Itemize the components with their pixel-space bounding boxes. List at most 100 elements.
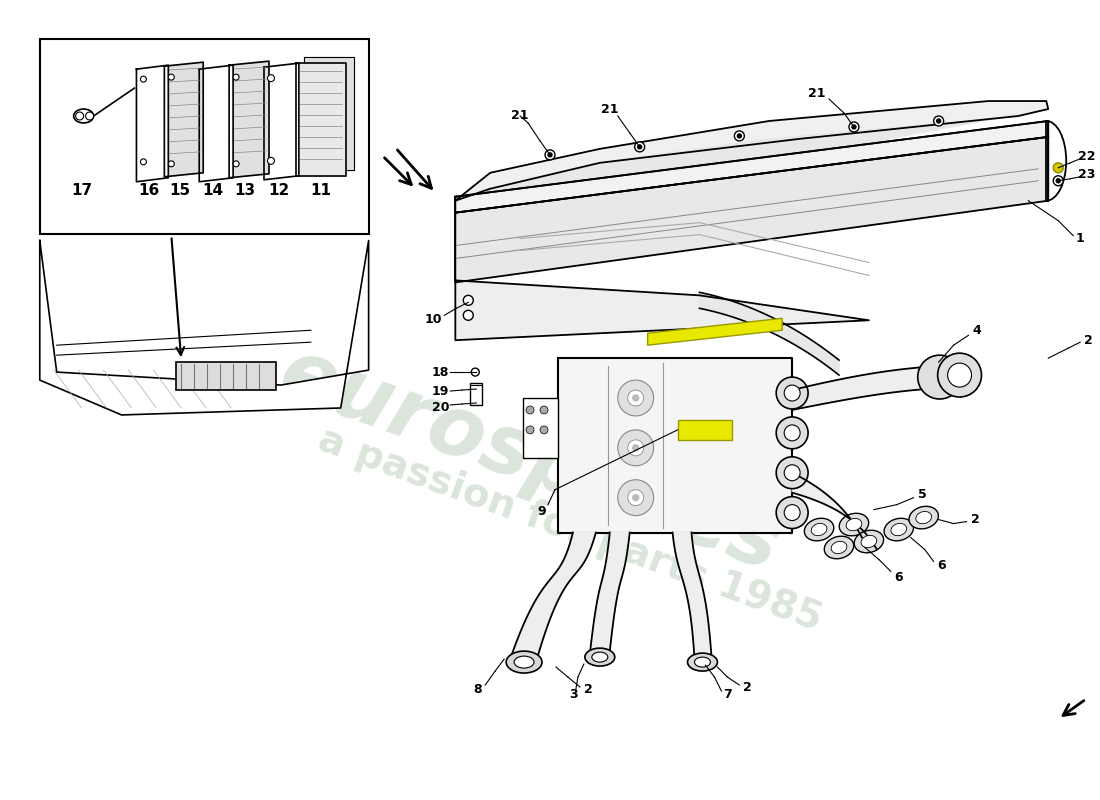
Circle shape: [947, 363, 971, 387]
Circle shape: [233, 74, 239, 80]
Polygon shape: [700, 292, 839, 375]
Circle shape: [937, 119, 940, 123]
Text: 2: 2: [1084, 334, 1092, 346]
Text: 4: 4: [972, 324, 981, 337]
Ellipse shape: [506, 651, 542, 673]
Circle shape: [463, 295, 473, 306]
Bar: [40, 39, 368, 234]
Polygon shape: [296, 63, 345, 176]
Ellipse shape: [585, 648, 615, 666]
Polygon shape: [510, 533, 596, 659]
Ellipse shape: [514, 656, 535, 668]
Text: 8: 8: [473, 683, 482, 697]
Ellipse shape: [909, 506, 938, 529]
Ellipse shape: [688, 653, 717, 671]
Ellipse shape: [74, 109, 94, 123]
Circle shape: [937, 353, 981, 397]
Ellipse shape: [804, 518, 834, 541]
Polygon shape: [455, 121, 1048, 213]
Circle shape: [618, 480, 653, 515]
Text: 10: 10: [425, 313, 442, 326]
Circle shape: [540, 406, 548, 414]
Circle shape: [777, 377, 808, 409]
Ellipse shape: [839, 514, 869, 536]
Circle shape: [141, 76, 146, 82]
Text: 13: 13: [234, 183, 255, 198]
Text: 11: 11: [310, 183, 331, 198]
Ellipse shape: [855, 530, 883, 553]
Ellipse shape: [916, 511, 932, 524]
Circle shape: [851, 125, 856, 129]
Circle shape: [635, 142, 645, 152]
Circle shape: [777, 497, 808, 529]
Polygon shape: [40, 241, 368, 415]
Polygon shape: [590, 533, 629, 654]
Text: 21: 21: [512, 110, 529, 122]
Circle shape: [526, 426, 535, 434]
Circle shape: [628, 390, 643, 406]
Text: 22: 22: [1078, 150, 1096, 163]
Circle shape: [233, 161, 239, 167]
Circle shape: [168, 161, 174, 167]
Circle shape: [1053, 176, 1064, 186]
Ellipse shape: [861, 535, 877, 548]
Text: 15: 15: [169, 183, 191, 198]
Text: 2: 2: [742, 682, 751, 694]
Circle shape: [86, 112, 94, 120]
Circle shape: [784, 385, 800, 401]
Bar: [678, 420, 733, 440]
Text: 2: 2: [971, 513, 980, 526]
Text: eurospares: eurospares: [268, 332, 792, 588]
Circle shape: [737, 134, 741, 138]
Text: 21: 21: [601, 102, 618, 115]
Circle shape: [777, 417, 808, 449]
Circle shape: [628, 440, 643, 456]
Circle shape: [618, 430, 653, 466]
Circle shape: [141, 159, 146, 165]
Bar: [176, 362, 276, 390]
Circle shape: [632, 494, 639, 501]
Text: 2: 2: [584, 683, 593, 697]
Circle shape: [526, 406, 535, 414]
Circle shape: [76, 112, 84, 120]
Text: 14: 14: [202, 183, 223, 198]
Text: 1: 1: [1076, 232, 1085, 245]
Text: 5: 5: [918, 488, 927, 501]
Circle shape: [917, 355, 961, 399]
Text: 16: 16: [139, 183, 159, 198]
Bar: [524, 398, 558, 458]
Polygon shape: [455, 109, 1046, 221]
Text: 6: 6: [937, 559, 946, 572]
Ellipse shape: [811, 523, 827, 536]
Text: 9: 9: [538, 505, 547, 518]
Polygon shape: [455, 281, 869, 340]
Polygon shape: [672, 533, 712, 659]
Circle shape: [632, 395, 639, 401]
Ellipse shape: [846, 518, 861, 530]
Text: 18: 18: [431, 366, 449, 378]
Polygon shape: [455, 101, 1048, 201]
Text: 6: 6: [894, 571, 903, 584]
Circle shape: [934, 116, 944, 126]
Polygon shape: [792, 366, 944, 410]
Circle shape: [628, 490, 643, 506]
Circle shape: [638, 145, 641, 149]
Polygon shape: [917, 375, 981, 377]
Circle shape: [471, 368, 480, 376]
Circle shape: [735, 131, 745, 141]
Ellipse shape: [891, 523, 906, 536]
Circle shape: [784, 505, 800, 521]
Circle shape: [548, 153, 552, 157]
Text: 21: 21: [808, 86, 826, 99]
Circle shape: [267, 74, 275, 82]
Ellipse shape: [824, 536, 854, 558]
Circle shape: [618, 380, 653, 416]
Polygon shape: [164, 62, 204, 177]
Circle shape: [540, 426, 548, 434]
Polygon shape: [455, 137, 1048, 282]
Circle shape: [544, 150, 556, 160]
Text: 23: 23: [1078, 168, 1096, 182]
Text: 17: 17: [72, 183, 92, 198]
Text: 20: 20: [431, 402, 449, 414]
Polygon shape: [558, 358, 792, 533]
